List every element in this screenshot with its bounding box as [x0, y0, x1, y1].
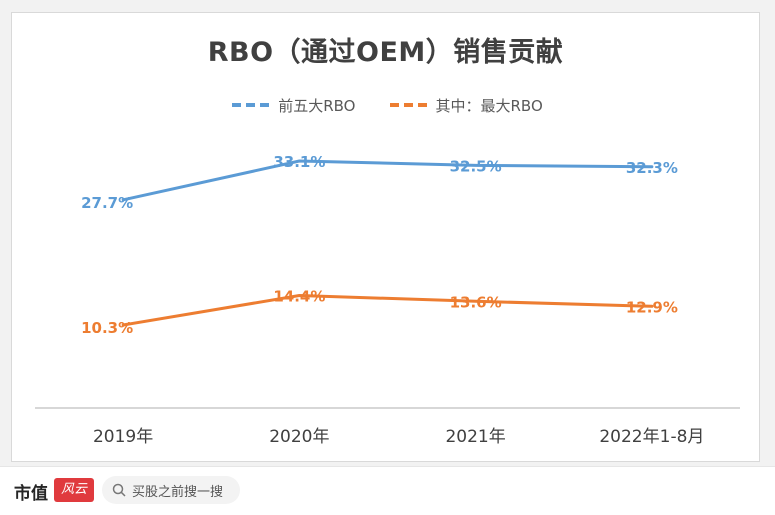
series-line-1 — [121, 159, 654, 202]
data-label-series-2: 14.4% — [273, 288, 325, 306]
legend-item-series-1: 前五大RBO — [232, 95, 356, 116]
data-label-series-2: 13.6% — [450, 293, 502, 311]
series-line-2 — [121, 294, 654, 327]
legend-swatch-series-2 — [389, 103, 428, 107]
x-tick-label: 2020年 — [269, 427, 329, 447]
x-tick-label: 2022年1-8月 — [599, 427, 704, 447]
chart-legend: 前五大RBO 其中：最大RBO — [0, 92, 775, 118]
line-chart: 2019年 2020年 2021年 2022年1-8月 27.7% 33.1% 32.5% 3… — [35, 153, 740, 447]
data-label-series-2: 12.9% — [626, 298, 678, 316]
legend-swatch-series-1 — [232, 103, 271, 107]
x-tick-label: 2021年 — [445, 427, 505, 447]
search-icon — [112, 483, 126, 497]
search-placeholder[interactable]: 买股之前搜一搜 — [132, 484, 224, 500]
chart-card — [11, 12, 760, 462]
chart-title: RBO（通过OEM）销售贡献 — [207, 37, 564, 68]
brand-logo[interactable]: 风云 — [54, 478, 94, 502]
footer-bar: 市值 风云 买股之前搜一搜 — [0, 466, 775, 515]
legend-label-series-2: 其中：最大RBO — [435, 96, 543, 115]
data-label-series-1: 27.7% — [81, 194, 133, 212]
data-label-series-1: 32.3% — [626, 159, 678, 177]
search-box[interactable]: 买股之前搜一搜 — [102, 476, 240, 504]
legend-label-series-1: 前五大RBO — [278, 96, 356, 115]
data-label-series-1: 33.1% — [273, 153, 325, 171]
data-label-series-1: 32.5% — [450, 157, 502, 175]
x-tick-label: 2019年 — [93, 427, 153, 447]
data-label-series-2: 10.3% — [81, 319, 133, 337]
brand-name[interactable]: 市值 — [14, 484, 48, 504]
legend-item-series-2: 其中：最大RBO — [389, 95, 543, 116]
